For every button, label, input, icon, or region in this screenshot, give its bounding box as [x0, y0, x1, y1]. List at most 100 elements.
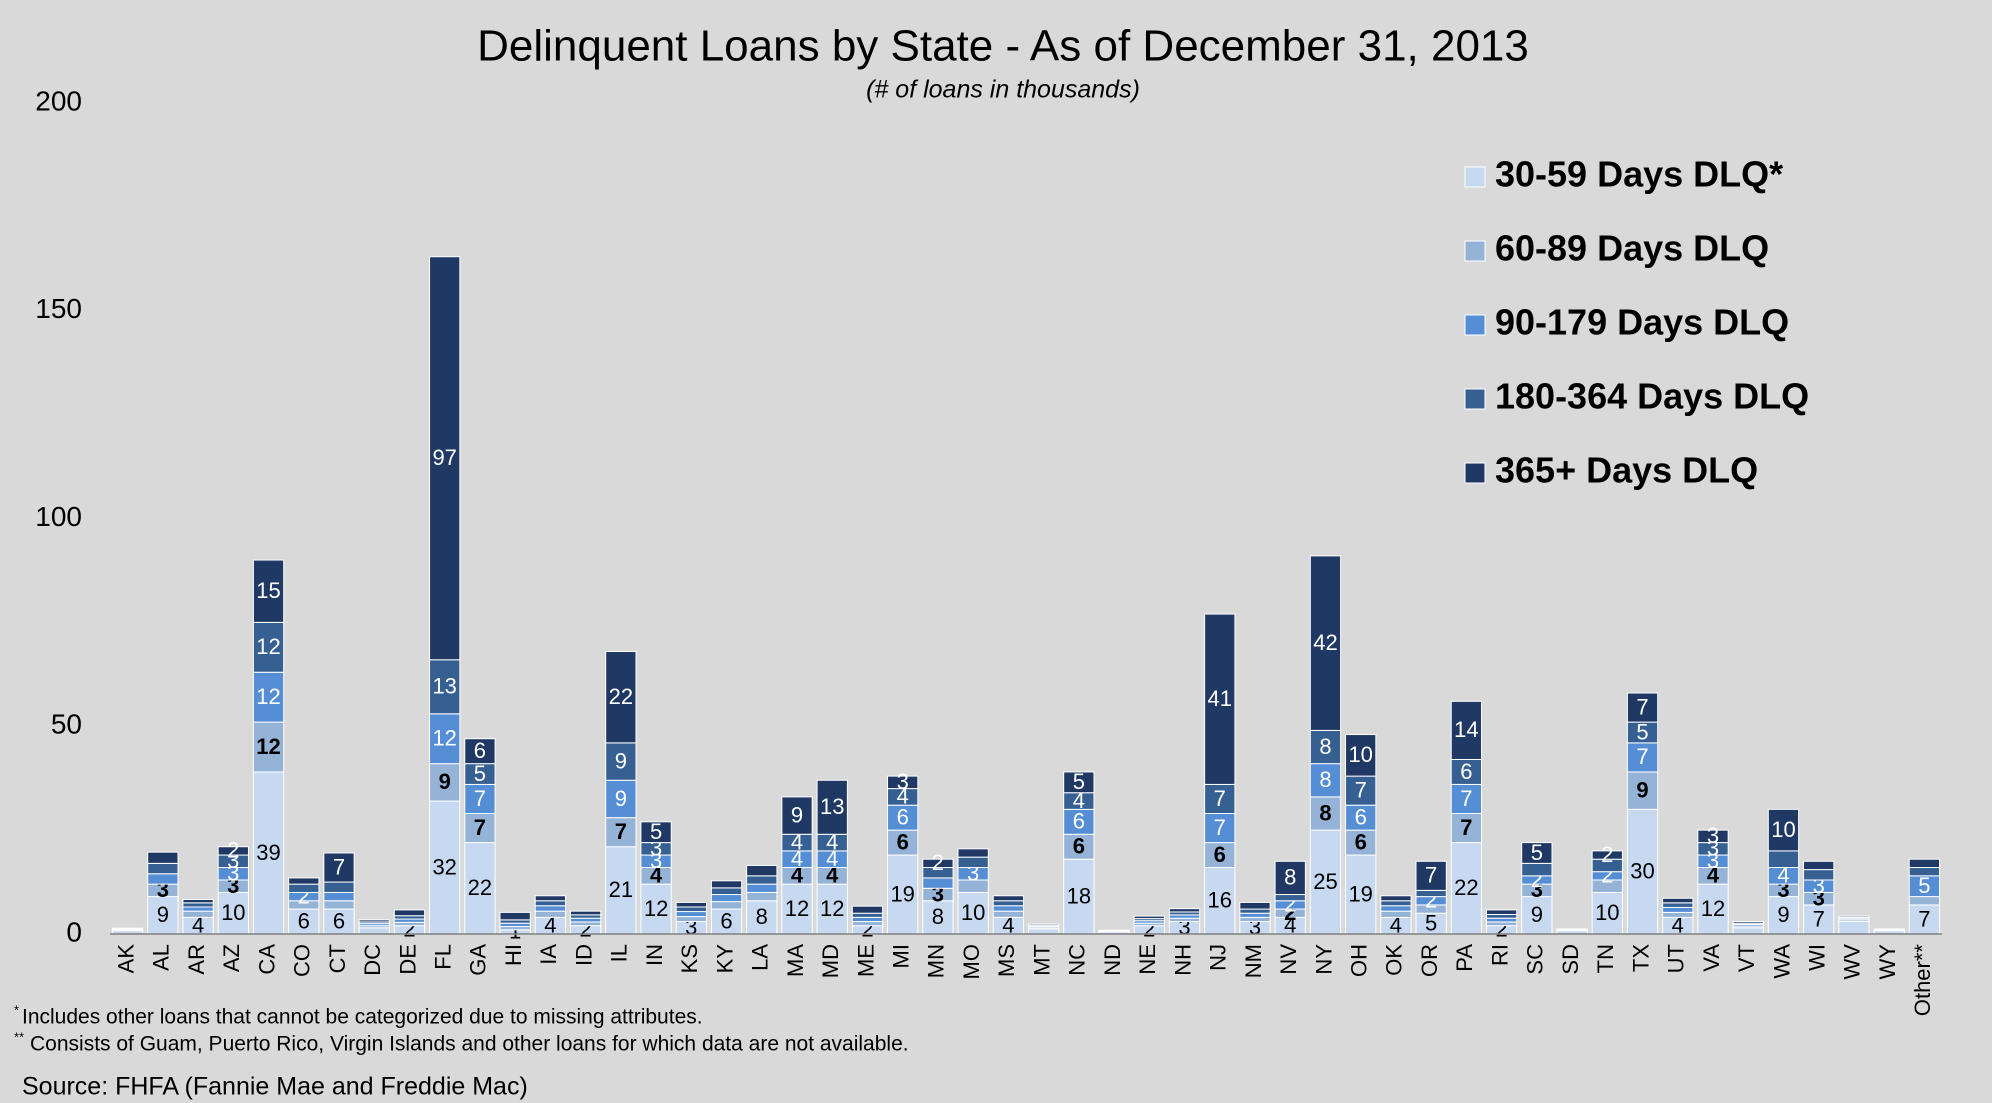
- x-tick-label: ND: [1100, 944, 1125, 976]
- bar-segment: [464, 783, 496, 815]
- data-label: 6: [1460, 759, 1472, 784]
- data-label: 7: [1214, 786, 1226, 811]
- data-label: 15: [256, 578, 280, 603]
- bar-segment: [957, 891, 989, 935]
- bar-segment: [605, 650, 637, 744]
- x-tick-label: WY: [1875, 944, 1900, 980]
- bar-segment: [816, 779, 848, 835]
- data-label: 3: [897, 769, 909, 794]
- data-label: 6: [298, 908, 310, 933]
- x-tick-label: IL: [607, 944, 632, 962]
- data-label: 10: [1348, 742, 1372, 767]
- x-tick-label: MD: [818, 944, 843, 978]
- x-tick-label: ID: [571, 944, 596, 966]
- data-label: 5: [474, 761, 486, 786]
- data-label: 14: [1454, 717, 1478, 742]
- y-tick-label: 50: [51, 709, 82, 740]
- data-label: 4: [1707, 863, 1720, 888]
- bar-segment: [1063, 771, 1095, 794]
- data-label: 7: [1460, 815, 1472, 840]
- bar-segment: [675, 916, 707, 923]
- x-tick-label: OR: [1417, 944, 1442, 977]
- x-tick-label: LA: [748, 944, 773, 971]
- data-label: 32: [432, 854, 456, 879]
- data-label: 6: [720, 908, 732, 933]
- data-label: 10: [961, 900, 985, 925]
- bar-segment: [1204, 813, 1236, 844]
- x-tick-label: NH: [1170, 944, 1195, 976]
- x-tick-label: KS: [677, 944, 702, 973]
- data-label: 7: [1355, 777, 1367, 802]
- bar-segment: [534, 900, 567, 907]
- bar-segment: [569, 910, 602, 916]
- bar-segment: [288, 877, 320, 885]
- bar-segment: [1450, 783, 1483, 815]
- bar-segment: [746, 875, 778, 885]
- data-label: 4: [1002, 913, 1014, 938]
- bar-segment: [1380, 910, 1412, 918]
- data-label: 7: [1636, 694, 1648, 719]
- y-tick-label: 150: [35, 293, 82, 324]
- bar-segment: [1732, 927, 1764, 935]
- bar-segment: [1345, 829, 1377, 856]
- bar-segment: [1697, 829, 1729, 844]
- x-tick-label: TN: [1593, 944, 1618, 973]
- x-tick-label: VT: [1734, 944, 1759, 972]
- bar-segment: [1450, 758, 1483, 785]
- data-label: 6: [1073, 834, 1085, 859]
- data-label: 6: [897, 804, 909, 829]
- x-tick-label: SD: [1558, 944, 1583, 975]
- bar-segment: [1204, 867, 1236, 935]
- data-label: 12: [432, 726, 456, 751]
- data-label: 4: [650, 863, 663, 888]
- bar-segment: [851, 905, 884, 914]
- x-tick-label: VA: [1699, 944, 1724, 972]
- data-label: 9: [791, 802, 803, 827]
- data-label: 22: [1454, 875, 1478, 900]
- bar-segment: [252, 671, 285, 723]
- x-tick-label: AL: [149, 944, 174, 971]
- x-tick-label: PA: [1452, 944, 1477, 972]
- data-label: 8: [1319, 767, 1331, 792]
- data-label: 6: [1073, 809, 1085, 834]
- x-tick-label: TX: [1628, 944, 1653, 972]
- bar-segment: [851, 916, 884, 923]
- bar-segment: [182, 910, 214, 918]
- data-label: 9: [439, 769, 451, 794]
- data-label: 7: [1460, 786, 1472, 811]
- data-label: 6: [333, 908, 345, 933]
- data-label: 8: [1319, 734, 1331, 759]
- data-label: 16: [1208, 888, 1232, 913]
- bar-segment: [534, 910, 567, 918]
- data-label: 12: [820, 896, 844, 921]
- bar-segment: [1239, 901, 1271, 910]
- data-label: 4: [1073, 788, 1085, 813]
- x-tick-label: MO: [959, 944, 984, 979]
- legend-label: 90-179 Days DLQ: [1495, 302, 1789, 343]
- bar-segment: [1767, 850, 1800, 869]
- x-tick-label: WI: [1805, 944, 1830, 971]
- data-label: 39: [256, 840, 280, 865]
- bar-segment: [1309, 796, 1342, 831]
- data-label: 7: [1214, 815, 1226, 840]
- bar-segment: [464, 738, 496, 765]
- bar-segment: [992, 905, 1025, 912]
- data-label: 4: [1390, 913, 1402, 938]
- data-label: 7: [474, 815, 486, 840]
- bar-segment: [429, 659, 461, 715]
- data-label: 12: [256, 734, 280, 759]
- footnote: Consists of Guam, Puerto Rico, Virgin Is…: [30, 1033, 909, 1056]
- x-tick-label: FL: [431, 944, 456, 970]
- x-tick-label: DC: [360, 944, 385, 976]
- x-tick-label: DE: [395, 944, 420, 975]
- data-label: 4: [826, 829, 838, 854]
- y-tick-label: 100: [35, 501, 82, 532]
- data-label: 13: [820, 794, 844, 819]
- bar-segment: [1204, 613, 1236, 785]
- legend-label: 60-89 Days DLQ: [1495, 228, 1769, 269]
- data-label: 9: [1531, 902, 1543, 927]
- bar-segment: [499, 911, 531, 921]
- data-label: 6: [1214, 842, 1226, 867]
- bar-segment: [957, 856, 989, 869]
- data-label: 12: [1701, 896, 1725, 921]
